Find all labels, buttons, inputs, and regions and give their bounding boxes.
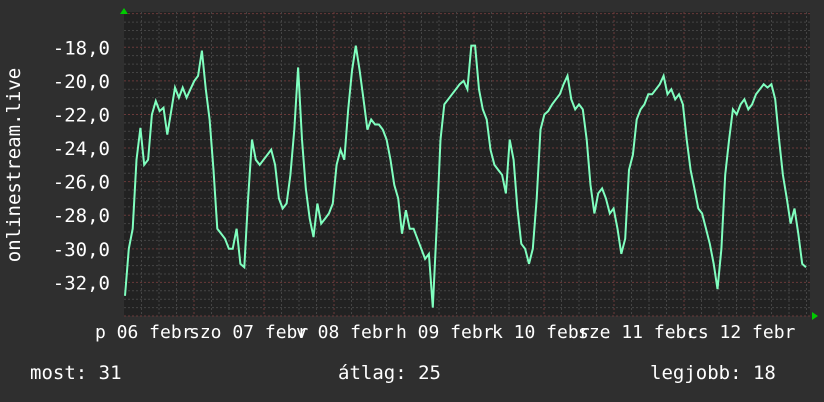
y-tick-label: -28,0 [53, 205, 110, 227]
max-value: legjobb: 18 [650, 362, 776, 384]
current-value: most: 31 [30, 362, 122, 384]
y-tick-label: -32,0 [53, 272, 110, 294]
series-line [124, 44, 807, 308]
y-tick-label: -20,0 [53, 71, 110, 93]
x-tick-label: k 10 febr [492, 322, 590, 343]
y-tick-label: -30,0 [53, 239, 110, 261]
y-axis-label: onlinestream.live [3, 68, 25, 262]
x-tick-label: h 09 febr [396, 322, 494, 343]
plot-area [124, 12, 810, 316]
y-tick-label: -24,0 [53, 138, 110, 160]
y-axis-arrow-icon [120, 8, 128, 14]
x-axis-arrow-icon [812, 312, 818, 320]
average-value: átlag: 25 [338, 362, 441, 384]
x-tick-label: sze 11 febr [578, 322, 697, 343]
x-tick-label: v 08 febr [296, 322, 394, 343]
x-tick-label: szo 07 febr [189, 322, 308, 343]
y-tick-label: -18,0 [53, 37, 110, 59]
x-tick-label: cs 12 febr [687, 322, 796, 343]
y-tick-label: -26,0 [53, 172, 110, 194]
y-tick-label: -22,0 [53, 104, 110, 126]
y-axis-ticks: -18,0 -20,0 -22,0 -24,0 -26,0 -28,0 -30,0 -32,0 [53, 37, 110, 294]
x-tick-label: p 06 febr [95, 322, 193, 343]
grid [124, 12, 810, 317]
